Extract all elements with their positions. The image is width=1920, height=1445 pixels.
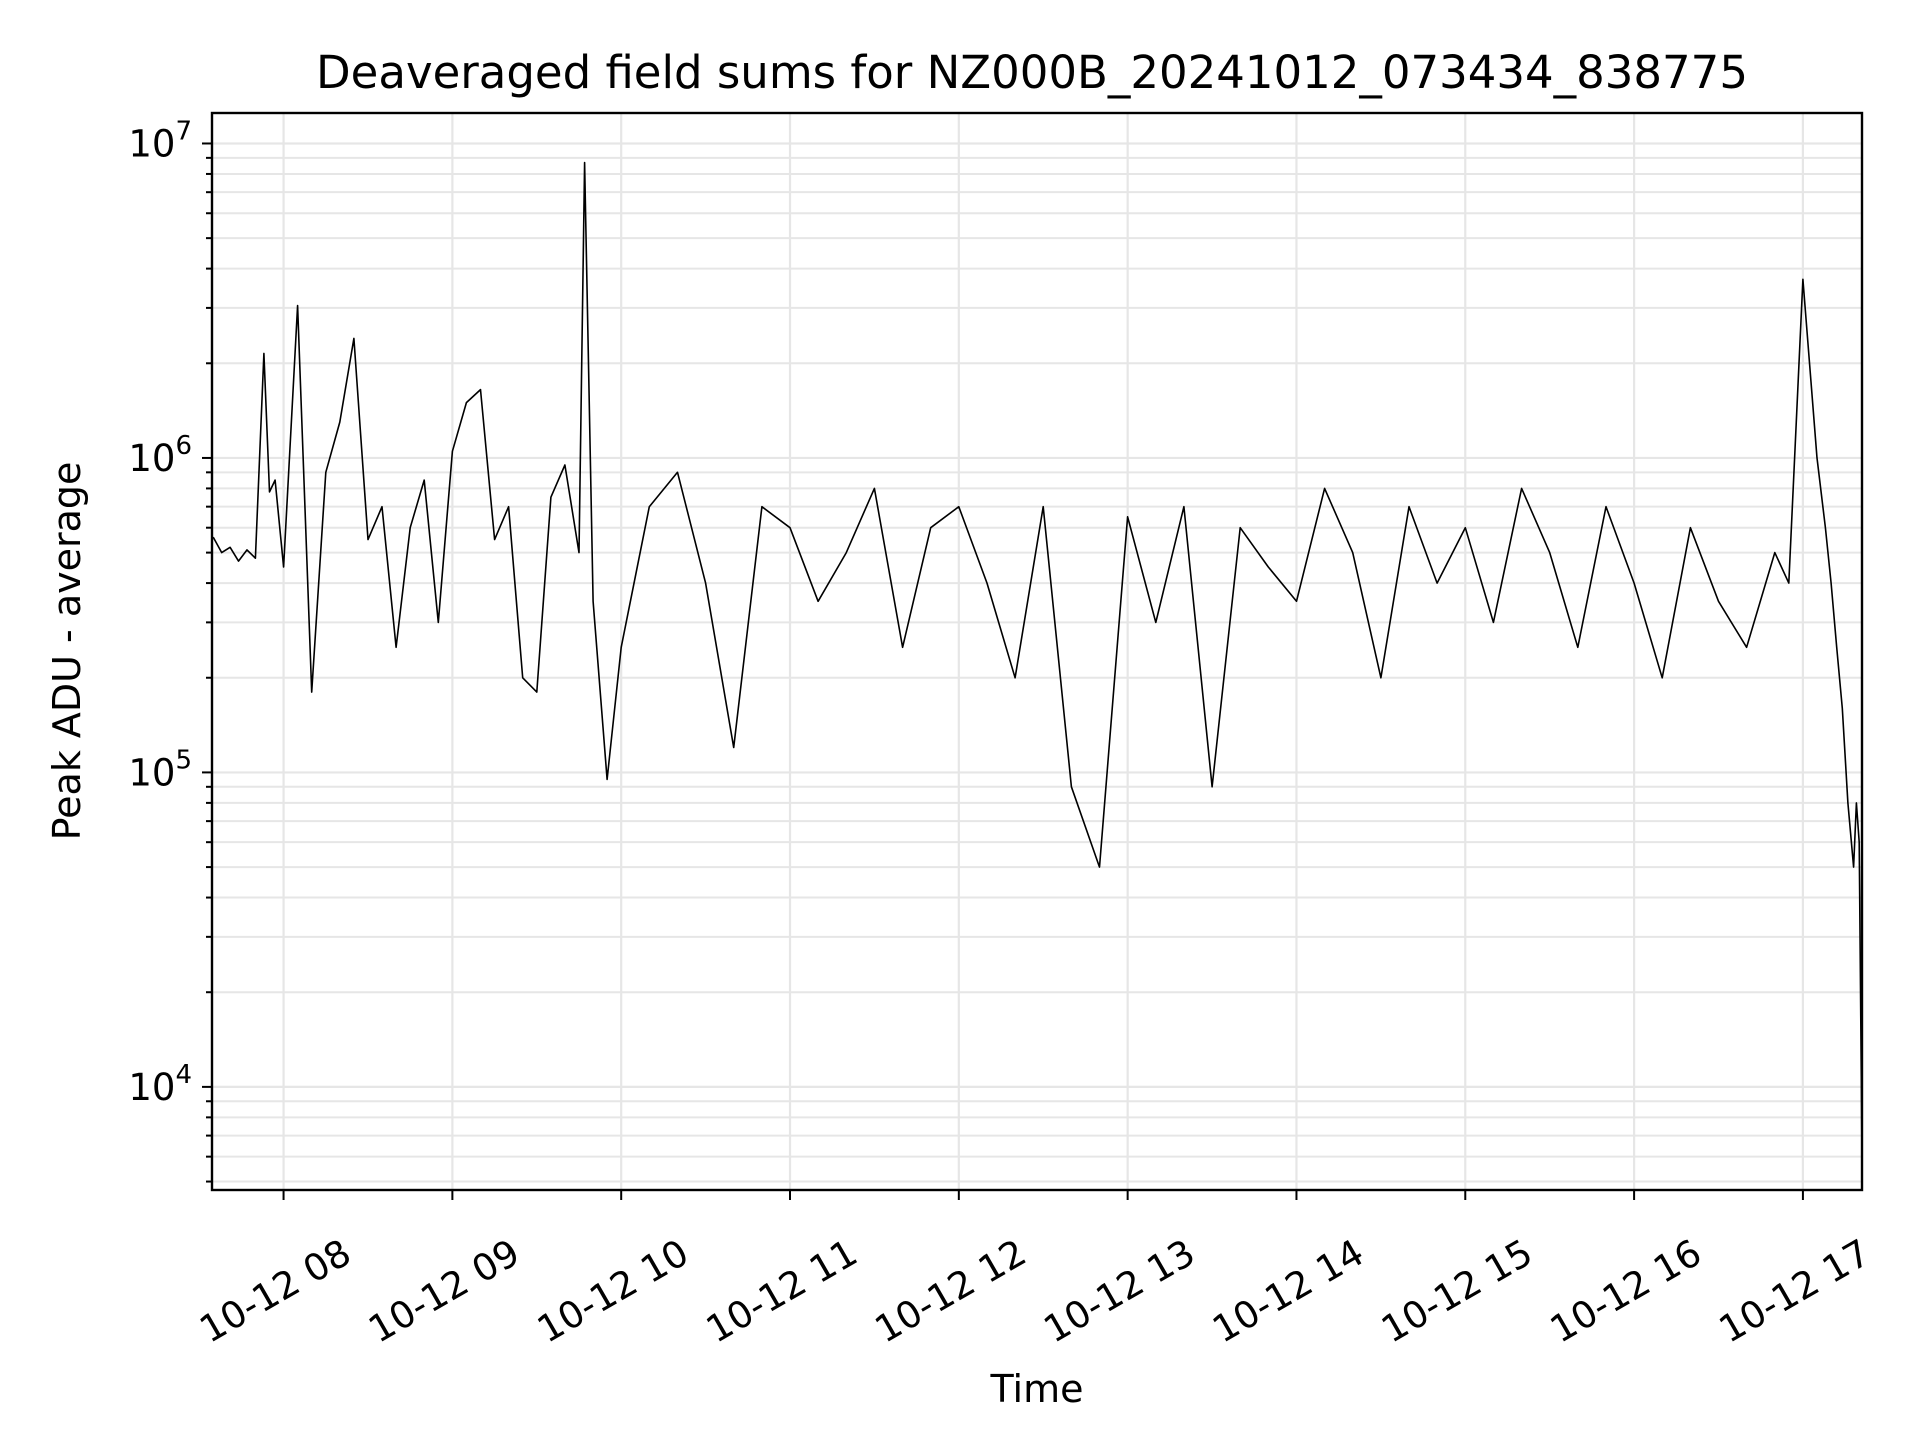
grid-layer bbox=[212, 113, 1862, 1190]
series-line bbox=[212, 161, 1863, 1157]
plot-frame bbox=[210, 111, 1864, 1192]
y-tick-label: 105 bbox=[128, 745, 192, 794]
y-tick-label: 104 bbox=[128, 1060, 192, 1109]
y-tick-label: 107 bbox=[128, 116, 192, 165]
x-axis-label: Time bbox=[990, 1367, 1084, 1411]
y-tick-label: 106 bbox=[128, 431, 192, 480]
series-layer bbox=[212, 161, 1863, 1157]
y-axis-label: Peak ADU - average bbox=[45, 462, 89, 841]
chart-title: Deaveraged field sums for NZ000B_2024101… bbox=[316, 46, 1748, 99]
